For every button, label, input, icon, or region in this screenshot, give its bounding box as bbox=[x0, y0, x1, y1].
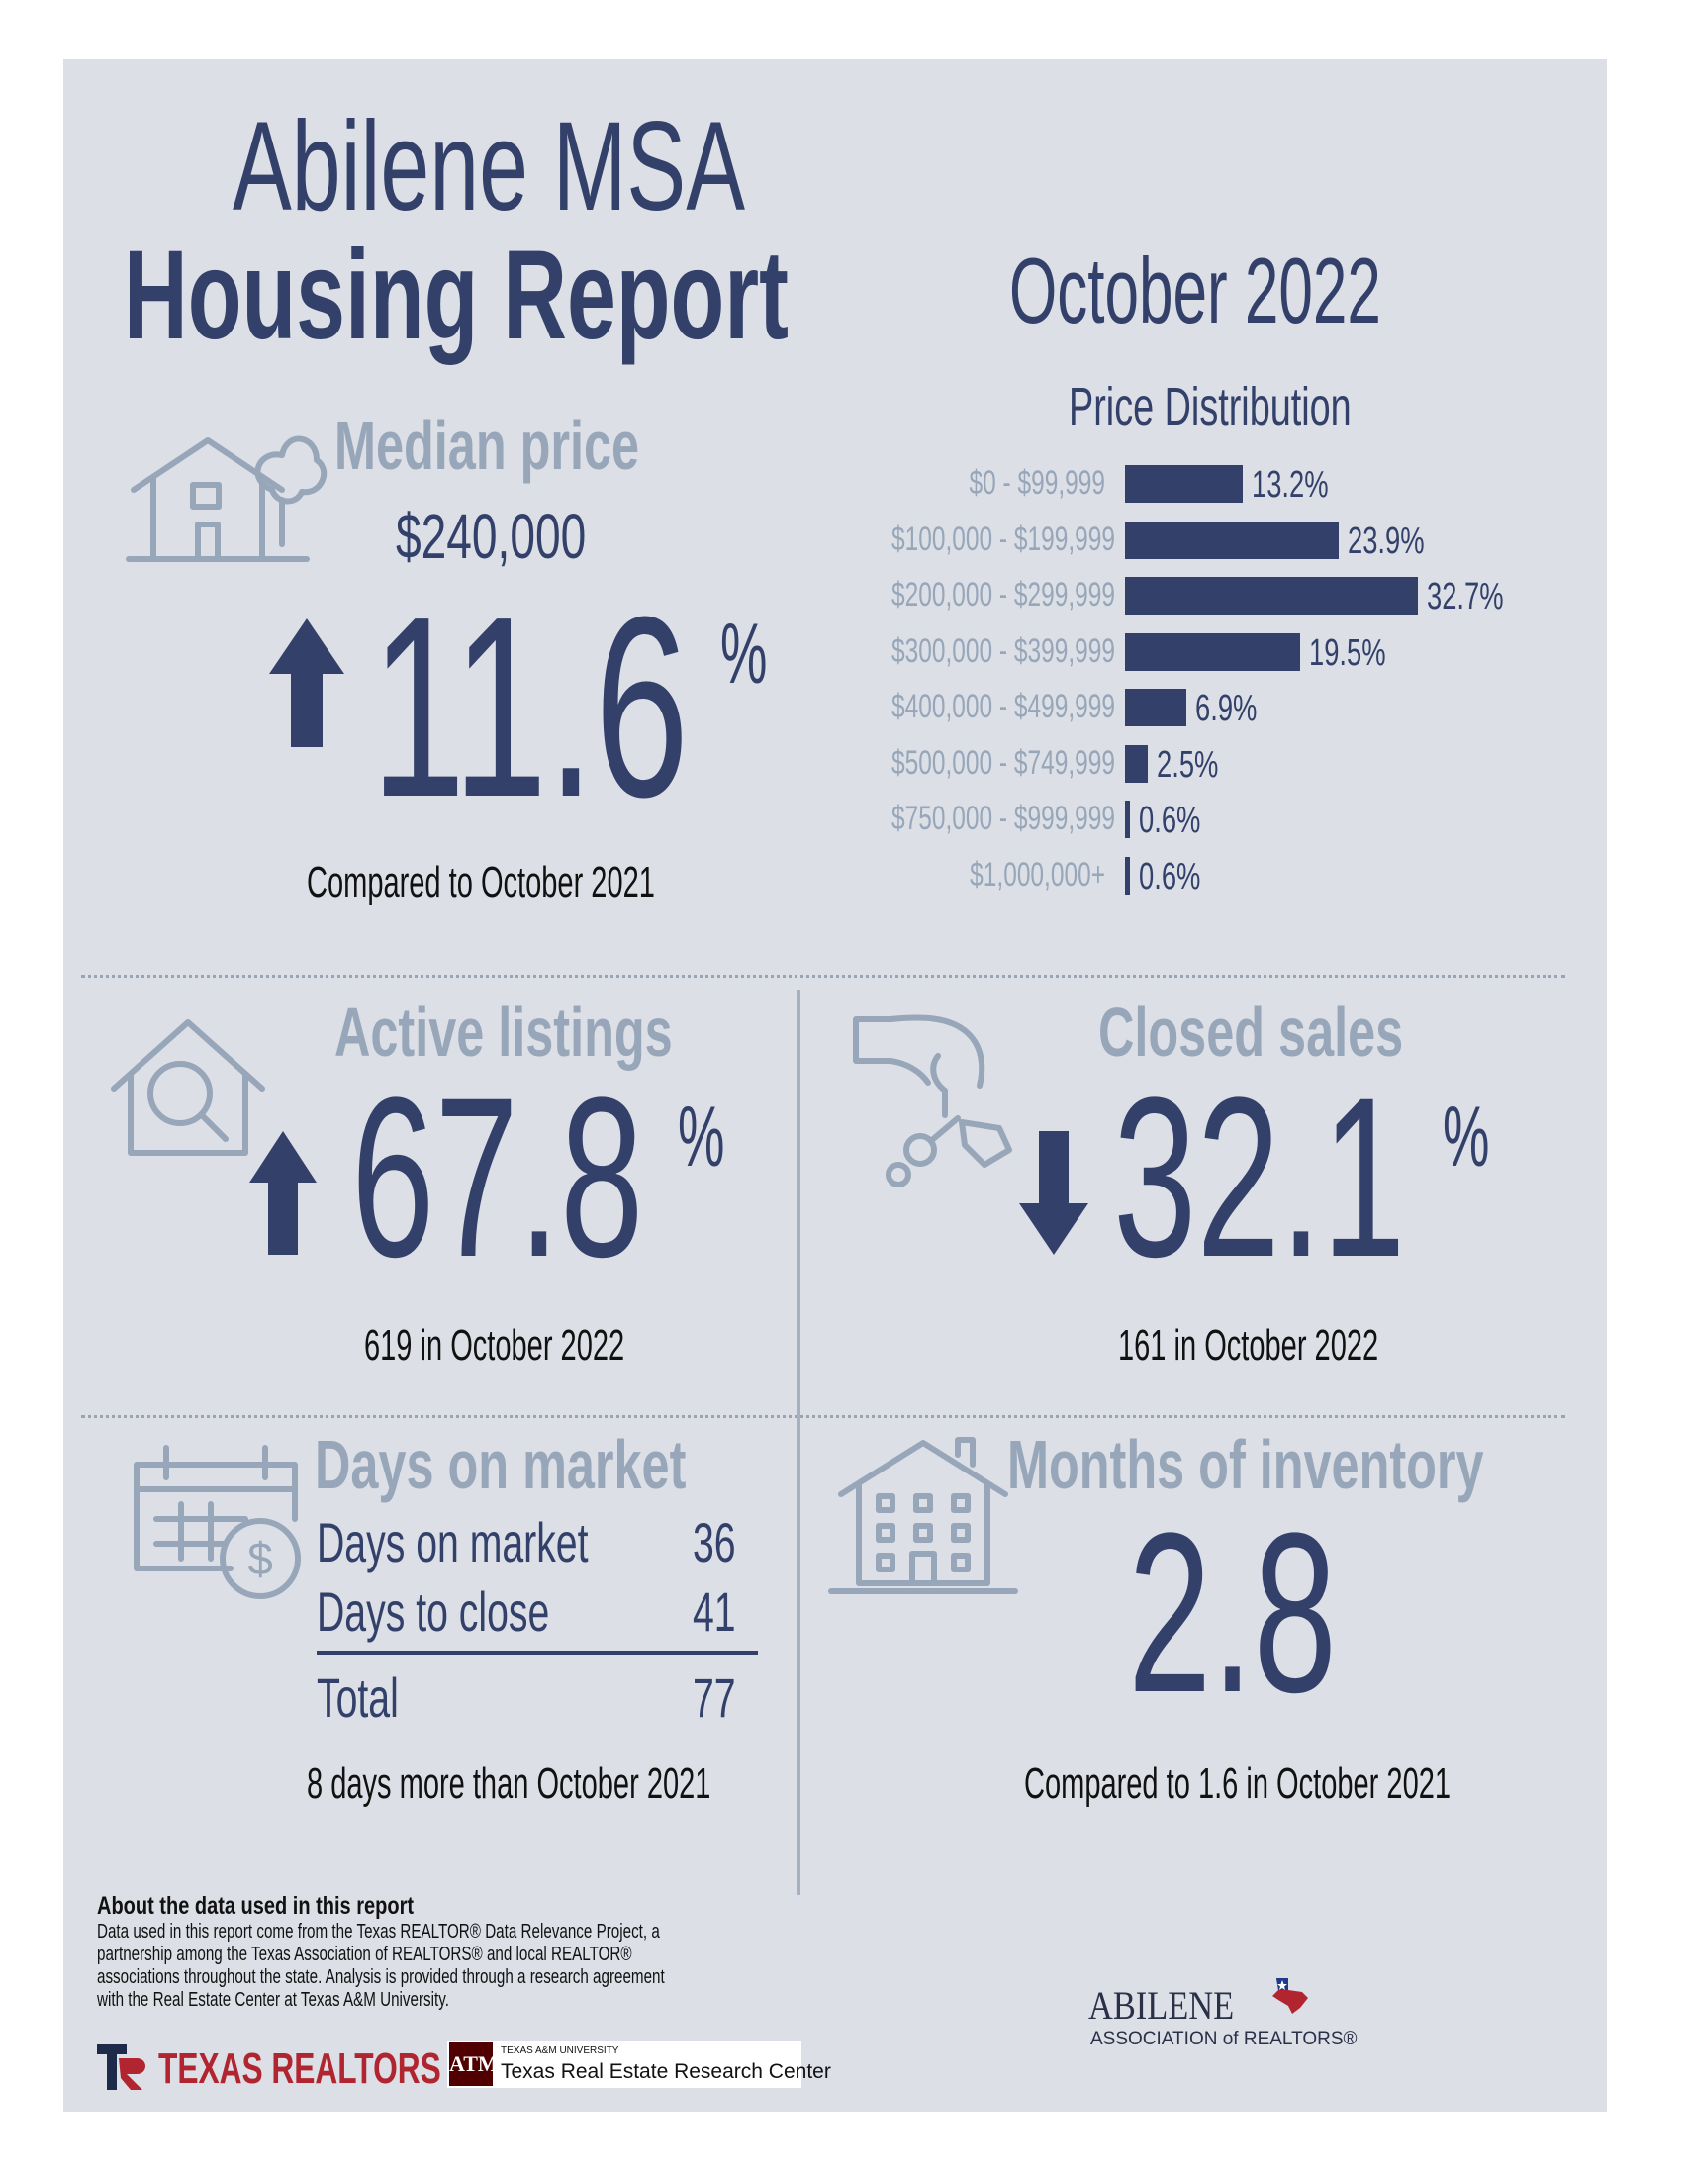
chart-value-label: 0.6% bbox=[1139, 855, 1201, 898]
chart-title: Price Distribution bbox=[1069, 377, 1352, 436]
median-price-value: $240,000 bbox=[396, 501, 587, 572]
median-price-percent: % bbox=[720, 607, 768, 702]
arrow-down-icon bbox=[1019, 1131, 1088, 1255]
closed-sales-heading: Closed sales bbox=[1098, 994, 1404, 1071]
house-search-icon bbox=[111, 1019, 265, 1156]
dom-row-value-1: 36 bbox=[693, 1511, 736, 1573]
texas-flag-icon bbox=[1272, 1978, 1308, 2014]
closed-sales-note: 161 in October 2022 bbox=[1118, 1321, 1379, 1370]
chart-bar bbox=[1125, 632, 1300, 671]
title-line-1: Abilene MSA bbox=[233, 96, 745, 237]
tamu-logo-box bbox=[447, 2041, 801, 2088]
texas-realtors-mark-icon bbox=[97, 2044, 145, 2090]
dom-total-value: 77 bbox=[693, 1666, 736, 1729]
chart-bar bbox=[1125, 856, 1131, 895]
chart-category-label: $200,000 - $299,999 bbox=[891, 576, 1115, 614]
chart-category-label: $400,000 - $499,999 bbox=[891, 688, 1115, 725]
closed-sales-change: 32.1 bbox=[1113, 1050, 1406, 1304]
report-period: October 2022 bbox=[1009, 238, 1381, 342]
chart-value-label: 6.9% bbox=[1195, 688, 1258, 729]
chart-value-label: 2.5% bbox=[1156, 743, 1218, 786]
median-price-change: 11.6 bbox=[371, 564, 690, 851]
divider-2 bbox=[81, 1415, 1565, 1418]
about-line-1: Data used in this report come from the T… bbox=[97, 1921, 660, 1943]
chart-category-label: $300,000 - $399,999 bbox=[891, 631, 1115, 670]
chart-value-label: 0.6% bbox=[1139, 800, 1201, 841]
divider-1 bbox=[81, 975, 1565, 978]
calendar-dollar-icon: $ bbox=[134, 1445, 301, 1599]
chart-bar bbox=[1125, 689, 1187, 726]
about-line-4: with the Real Estate Center at Texas A&M… bbox=[97, 1989, 449, 2011]
hand-keys-icon bbox=[853, 1014, 1012, 1187]
chart-value-label: 23.9% bbox=[1348, 520, 1425, 562]
dom-row-label-1: Days on market bbox=[317, 1511, 589, 1573]
closed-sales-percent: % bbox=[1443, 1090, 1490, 1185]
active-listings-note: 619 in October 2022 bbox=[364, 1321, 625, 1370]
chart-value-label: 13.2% bbox=[1252, 464, 1330, 506]
chart-category-label: $750,000 - $999,999 bbox=[891, 800, 1115, 837]
chart-category-label: $1,000,000+ bbox=[970, 855, 1105, 894]
median-price-note: Compared to October 2021 bbox=[307, 858, 655, 906]
chart-category-label: $500,000 - $749,999 bbox=[891, 743, 1115, 782]
months-inventory-heading: Months of inventory bbox=[1007, 1426, 1484, 1503]
svg-text:$: $ bbox=[247, 1533, 273, 1584]
chart-value-label: 19.5% bbox=[1308, 631, 1386, 674]
about-line-2: partnership among the Texas Association … bbox=[97, 1944, 632, 1965]
active-listings-percent: % bbox=[678, 1090, 725, 1185]
about-line-3: associations throughout the state. Analy… bbox=[97, 1966, 665, 1988]
chart-bar bbox=[1125, 801, 1131, 838]
dom-row-value-2: 41 bbox=[693, 1580, 736, 1643]
vertical-divider bbox=[797, 990, 800, 1895]
chart-bar bbox=[1125, 744, 1148, 783]
chart-category-label: $0 - $99,999 bbox=[969, 464, 1105, 502]
median-price-heading: Median price bbox=[334, 407, 640, 484]
chart-bar bbox=[1125, 465, 1244, 503]
building-icon bbox=[828, 1437, 1018, 1594]
dom-total-rule bbox=[317, 1651, 758, 1655]
active-listings-heading: Active listings bbox=[334, 994, 673, 1071]
months-inventory-value: 2.8 bbox=[1128, 1485, 1338, 1740]
tamu-center-text: Texas Real Estate Research Center bbox=[501, 2060, 831, 2083]
arrow-up-icon bbox=[249, 1131, 317, 1255]
chart-bar bbox=[1125, 577, 1418, 615]
abilene-logo-line-1: ABILENE bbox=[1088, 1983, 1235, 2028]
chart-category-label: $100,000 - $199,999 bbox=[891, 520, 1115, 558]
active-listings-change: 67.8 bbox=[351, 1050, 644, 1304]
texas-realtors-logo: TEXAS REALTORS bbox=[158, 2044, 441, 2093]
about-heading: About the data used in this report bbox=[97, 1892, 415, 1920]
title-line-2: Housing Report bbox=[124, 225, 789, 366]
dom-row-label-2: Days to close bbox=[317, 1580, 550, 1643]
chart-value-label: 32.7% bbox=[1427, 576, 1504, 617]
months-inventory-note: Compared to 1.6 in October 2021 bbox=[1024, 1759, 1452, 1808]
report-panel bbox=[63, 59, 1607, 2112]
tamu-small-text: TEXAS A&M UNIVERSITY bbox=[501, 2045, 619, 2056]
dom-total-label: Total bbox=[317, 1666, 399, 1729]
chart-bar bbox=[1125, 521, 1340, 559]
arrow-up-icon bbox=[269, 618, 344, 747]
days-on-market-heading: Days on market bbox=[315, 1426, 687, 1503]
house-tree-icon bbox=[126, 435, 328, 562]
tamu-mark-icon: ATM bbox=[449, 2042, 499, 2086]
abilene-logo-line-2: ASSOCIATION of REALTORS® bbox=[1090, 2029, 1358, 2049]
days-on-market-note: 8 days more than October 2021 bbox=[307, 1759, 711, 1808]
